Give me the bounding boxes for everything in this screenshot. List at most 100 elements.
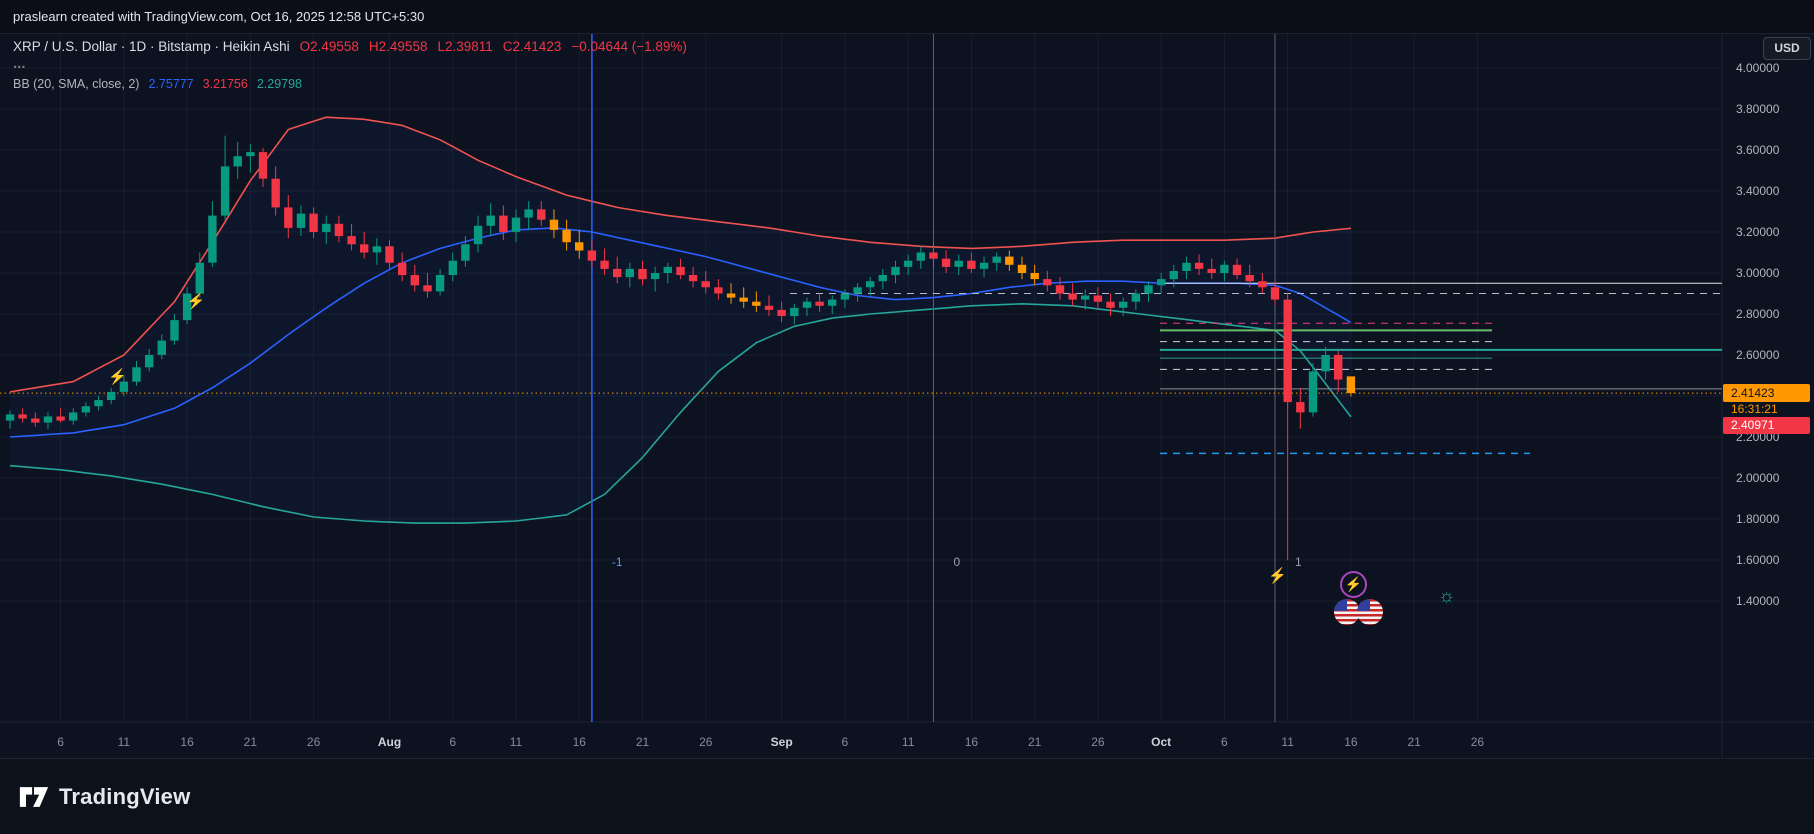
attribution-text: praslearn created with TradingView.com, … (13, 9, 425, 24)
candle-body (929, 252, 938, 259)
candle-body (486, 215, 495, 226)
price-tick-label: 3.80000 (1736, 102, 1780, 116)
candle-body (461, 244, 470, 261)
emoji-flag-sticker-2[interactable] (1357, 599, 1383, 625)
candle-body (1321, 355, 1330, 372)
candle-body (1081, 295, 1090, 300)
candle-body (1194, 262, 1204, 269)
candle-body (94, 400, 103, 407)
time-tick-label[interactable]: 6 (1221, 735, 1228, 749)
attribution-bar: praslearn created with TradingView.com, … (0, 0, 1814, 34)
candle-body (828, 299, 837, 306)
candle-body (258, 152, 268, 179)
tradingview-logo[interactable]: TradingView (18, 784, 190, 810)
candle-body (372, 246, 382, 253)
candle-body (195, 262, 204, 294)
time-tick-label[interactable]: Oct (1151, 735, 1171, 749)
candle-body (499, 215, 508, 232)
time-tick-label[interactable]: 26 (699, 735, 713, 749)
candle-body (954, 260, 963, 267)
currency-toggle-button[interactable]: USD (1763, 37, 1811, 60)
chart-legend: XRP / U.S. Dollar · 1D · Bitstamp · Heik… (13, 39, 687, 91)
candle-body (1245, 275, 1254, 282)
candle-body (1106, 301, 1115, 308)
bb-basis-line (9, 227, 1352, 438)
candle-body (840, 293, 850, 300)
candle-body (903, 260, 913, 267)
candle-body (1030, 273, 1039, 280)
candle-body (1308, 371, 1318, 413)
time-tick-label[interactable]: Sep (771, 735, 793, 749)
candle-body (347, 236, 356, 245)
candle-body (1093, 295, 1103, 302)
candle-body (638, 268, 647, 280)
candle-body (537, 209, 546, 220)
bb-upper-line (9, 116, 1351, 393)
flag-canton (1357, 599, 1370, 611)
time-tick-label[interactable]: 16 (180, 735, 194, 749)
candle-body (284, 207, 293, 228)
bb-fill (10, 117, 1351, 524)
candle-body (549, 219, 559, 230)
symbol-title[interactable]: XRP / U.S. Dollar · 1D · Bitstamp · Heik… (13, 39, 290, 54)
candle-body (360, 244, 369, 253)
time-tick-label[interactable]: 6 (842, 735, 849, 749)
candle-body (435, 275, 445, 292)
time-tick-label[interactable]: 16 (965, 735, 979, 749)
time-tick-label[interactable]: 11 (1281, 735, 1294, 749)
candle-body (1296, 402, 1305, 413)
candle-body (1005, 256, 1014, 265)
candle-body (1055, 285, 1065, 294)
candle-body (233, 156, 242, 167)
candle-body (423, 285, 432, 292)
time-tick-label[interactable]: 11 (902, 735, 915, 749)
candle-body (726, 293, 736, 298)
legend-more-button[interactable]: ... (13, 55, 26, 72)
candle-body (334, 223, 344, 237)
price-tick-label: 2.80000 (1736, 307, 1780, 321)
emoji-flag-sticker-1[interactable] (1334, 599, 1360, 625)
price-tick-label: 1.40000 (1736, 594, 1780, 608)
candle-body (145, 355, 154, 368)
candle-body (385, 246, 394, 263)
time-tick-label[interactable]: 26 (1091, 735, 1105, 749)
bb-indicator-row[interactable]: BB (20, SMA, close, 2) 2.75777 3.21756 2… (13, 77, 687, 91)
candle-body (701, 281, 710, 288)
bb-basis-value: 2.75777 (148, 77, 194, 91)
time-tick-label[interactable]: 26 (307, 735, 321, 749)
price-tick-label: 3.20000 (1736, 225, 1780, 239)
time-tick-label[interactable]: Aug (378, 735, 401, 749)
marker-label: -1 (612, 555, 623, 569)
time-tick-label[interactable]: 16 (1344, 735, 1358, 749)
tradingview-mark-icon (19, 786, 49, 807)
bb-lower-line (9, 302, 1352, 524)
ohlc-low: L2.39811 (437, 39, 493, 54)
candle-body (815, 301, 824, 306)
emoji-lightning-sticker[interactable]: ⚡ (1340, 571, 1367, 598)
time-tick-label[interactable]: 21 (636, 735, 650, 749)
candle-body (866, 281, 875, 288)
candle-body (208, 215, 217, 263)
time-tick-label[interactable]: 6 (57, 735, 64, 749)
change-value: −0.04644 (−1.89%) (571, 39, 687, 54)
candle-body (802, 301, 812, 308)
time-tick-label[interactable]: 26 (1471, 735, 1485, 749)
time-tick-label[interactable]: 11 (118, 735, 131, 749)
time-tick-label[interactable]: 16 (573, 735, 587, 749)
candle-body (1144, 285, 1153, 294)
candle-body (524, 209, 533, 218)
time-tick-label[interactable]: 21 (1407, 735, 1421, 749)
time-tick-label[interactable]: 21 (244, 735, 258, 749)
candle-body (157, 340, 166, 355)
candle-body (1131, 293, 1141, 302)
ohlc-close: C2.41423 (502, 39, 562, 54)
time-tick-label[interactable]: 6 (449, 735, 456, 749)
candle-body (992, 256, 1001, 263)
price-tick-label: 2.00000 (1736, 471, 1780, 485)
price-tick-label: 3.00000 (1736, 266, 1780, 280)
time-tick-label[interactable]: 11 (510, 735, 523, 749)
time-tick-label[interactable]: 21 (1028, 735, 1042, 749)
candle-body (600, 260, 609, 269)
bb-lower-value: 2.29798 (256, 77, 302, 91)
